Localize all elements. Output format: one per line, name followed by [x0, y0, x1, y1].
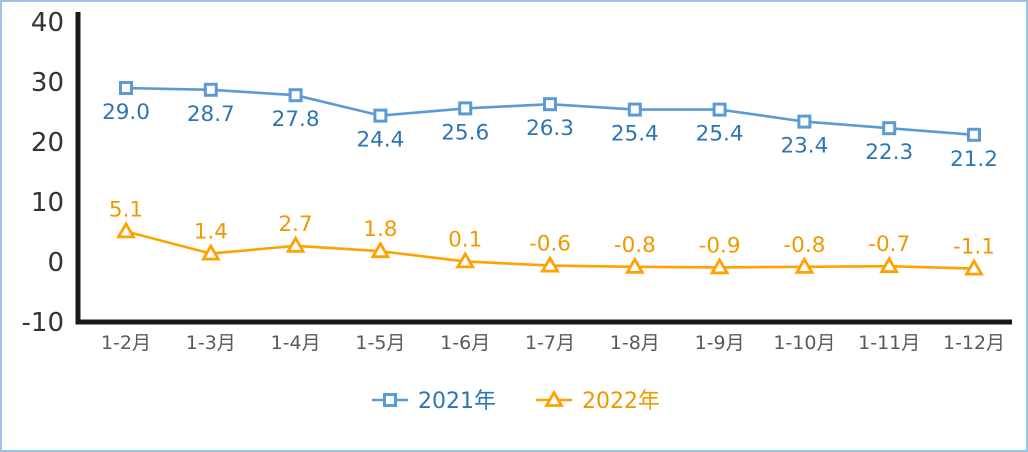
- triangle-marker-icon: [544, 389, 564, 407]
- triangle-marker-icon: [540, 255, 560, 273]
- series-2022年: 5.1 1.4 2.7 1.8 0.1 -0.6 -0.8 -0.9 -0.8 -0.7 -1.1: [109, 197, 995, 276]
- triangle-marker-icon: [370, 240, 391, 259]
- triangle-marker-icon: [455, 251, 476, 269]
- y-tick-label: 30: [31, 68, 64, 98]
- triangle-marker-icon: [709, 257, 730, 275]
- square-marker-icon: [458, 101, 473, 116]
- data-label: -0.9: [699, 233, 741, 258]
- series-2021年: 29.0 28.7 27.8 24.4 25.6 26.3 25.4 25.4 23.4 22.3…: [102, 81, 998, 172]
- data-label: -0.6: [529, 232, 571, 257]
- data-label: 1.4: [194, 220, 228, 245]
- square-marker-icon: [543, 97, 557, 112]
- data-label: 21.2: [950, 147, 998, 172]
- triangle-marker-icon: [794, 256, 815, 274]
- data-label: 25.6: [441, 120, 489, 145]
- x-tick-label: 1-8月: [610, 332, 660, 354]
- y-tick-label: -10: [22, 308, 64, 338]
- square-marker-icon: [203, 82, 218, 97]
- data-label: 25.4: [611, 122, 659, 147]
- data-label: 26.3: [526, 116, 574, 141]
- legend-item-2021年: 2021年: [372, 389, 496, 414]
- y-tick-label: 20: [31, 128, 64, 158]
- y-tick-label: 10: [31, 188, 64, 218]
- data-label: 2.7: [278, 212, 312, 237]
- data-label: -0.8: [783, 233, 825, 258]
- data-label: -1.1: [953, 235, 995, 260]
- data-label: -0.7: [868, 232, 910, 257]
- data-label: 0.1: [448, 227, 482, 252]
- y-tick-label: 40: [31, 8, 64, 38]
- data-label: 28.7: [187, 102, 235, 127]
- data-label: 24.4: [356, 128, 404, 153]
- data-label: 5.1: [109, 197, 143, 222]
- square-marker-icon: [383, 393, 397, 407]
- square-marker-icon: [119, 81, 133, 95]
- square-marker-icon: [967, 127, 981, 142]
- axes: 40 30 20 10 0 -10 1-2月 1-3月 1-4月 1-5月 1-6月 1-7月 1-8月…: [22, 8, 1012, 354]
- x-tick-label: 1-3月: [186, 332, 236, 354]
- data-label: 29.0: [102, 100, 150, 125]
- x-tick-label: 1-4月: [271, 332, 321, 354]
- x-tick-label: 1-6月: [440, 332, 490, 354]
- data-label: 22.3: [865, 140, 913, 165]
- square-marker-icon: [627, 102, 642, 117]
- legend-item-2022年: 2022年: [536, 389, 660, 414]
- square-marker-icon: [373, 108, 388, 123]
- square-marker-icon: [288, 88, 303, 103]
- data-label: 27.8: [272, 107, 320, 132]
- x-tick-label: 1-11月: [858, 332, 920, 354]
- x-tick-label: 1-5月: [355, 332, 405, 354]
- square-marker-icon: [797, 114, 812, 129]
- legend-label: 2022年: [582, 389, 660, 414]
- x-tick-label: 1-7月: [525, 332, 575, 354]
- legend-label: 2021年: [418, 389, 496, 414]
- x-tick-label: 1-2月: [101, 332, 151, 354]
- triangle-marker-icon: [116, 221, 136, 239]
- x-tick-label: 1-12月: [943, 332, 1005, 354]
- square-marker-icon: [712, 102, 727, 117]
- y-tick-label: 0: [47, 248, 64, 278]
- x-tick-label: 1-10月: [773, 332, 835, 354]
- triangle-marker-icon: [624, 256, 645, 274]
- legend: 2021年 2022年: [372, 389, 660, 414]
- triangle-marker-icon: [879, 255, 900, 274]
- x-tick-label: 1-9月: [695, 332, 745, 354]
- triangle-marker-icon: [200, 243, 221, 261]
- square-marker-icon: [882, 121, 897, 136]
- triangle-marker-icon: [964, 258, 984, 276]
- data-label: 1.8: [363, 217, 397, 242]
- data-label: 25.4: [696, 122, 744, 147]
- data-label: -0.8: [614, 233, 656, 258]
- triangle-marker-icon: [285, 235, 306, 253]
- data-label: 23.4: [780, 134, 828, 159]
